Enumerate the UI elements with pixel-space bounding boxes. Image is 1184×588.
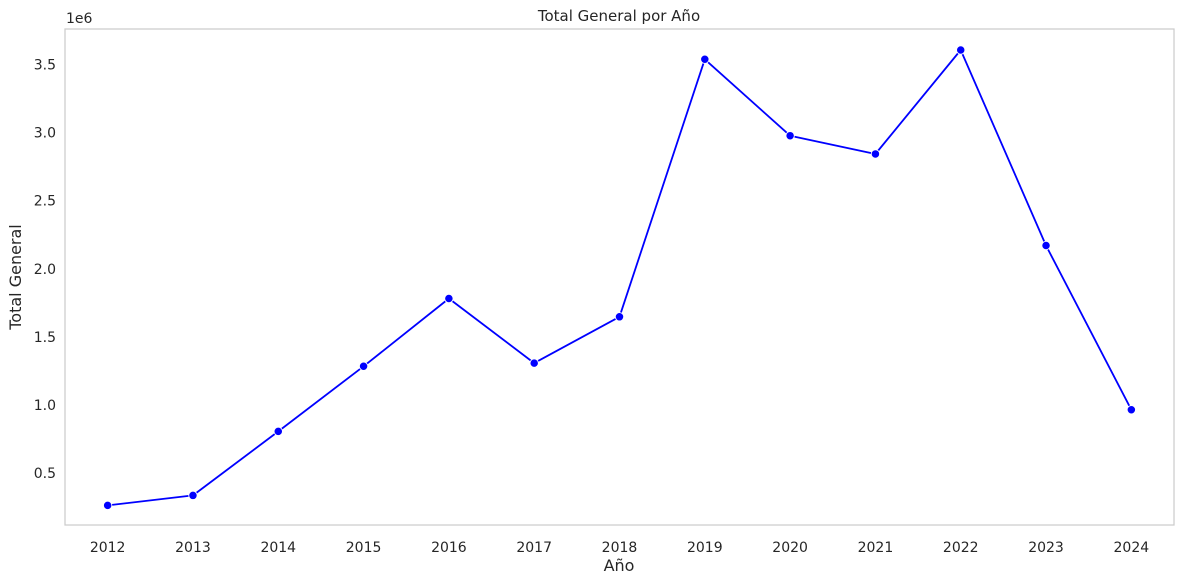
- y-tick-label: 3.0: [34, 126, 56, 142]
- y-axis-ticks: 0.5 1.0 1.5 2.0 2.5 3.0 3.5: [34, 57, 56, 482]
- data-point: [1126, 405, 1136, 415]
- x-tick-label: 2014: [260, 540, 296, 556]
- data-point: [529, 358, 539, 368]
- x-tick-label: 2016: [431, 540, 467, 556]
- y-tick-label: 1.0: [34, 398, 56, 414]
- y-offset-label: 1e6: [66, 11, 93, 27]
- data-point: [358, 361, 369, 371]
- y-tick-label: 2.5: [34, 194, 56, 210]
- data-point: [870, 149, 881, 159]
- x-tick-label: 2022: [943, 540, 979, 556]
- y-tick-label: 0.5: [34, 466, 56, 482]
- x-tick-label: 2018: [602, 540, 638, 556]
- data-point: [785, 131, 795, 141]
- data-point: [700, 54, 710, 64]
- x-tick-label: 2024: [1114, 540, 1150, 556]
- data-point: [188, 490, 198, 501]
- y-tick-label: 2.0: [34, 262, 56, 278]
- x-tick-label: 2012: [90, 540, 126, 556]
- data-point: [103, 500, 113, 511]
- chart-title: Total General por Año: [537, 7, 700, 25]
- x-tick-label: 2020: [772, 540, 808, 556]
- data-point: [273, 426, 283, 437]
- x-tick-label: 2015: [346, 540, 382, 556]
- data-point: [614, 312, 625, 322]
- series-layer: [103, 45, 1136, 511]
- data-point: [444, 293, 454, 304]
- plot-area: [64, 28, 1175, 526]
- x-tick-label: 2021: [858, 540, 894, 556]
- x-tick-label: 2013: [175, 540, 211, 556]
- y-tick-label: 3.5: [34, 57, 56, 73]
- x-tick-label: 2019: [687, 540, 723, 556]
- y-tick-label: 1.5: [34, 330, 56, 346]
- x-axis-label: Año: [604, 556, 635, 575]
- x-tick-label: 2017: [516, 540, 552, 556]
- y-axis-label: Total General: [6, 224, 25, 331]
- data-point: [1041, 240, 1051, 251]
- data-point: [956, 45, 966, 55]
- x-axis-ticks: 2012 2013 2014 2015 2016 2017 2018 2019 2020 2021…: [90, 540, 1149, 556]
- x-tick-label: 2023: [1028, 540, 1064, 556]
